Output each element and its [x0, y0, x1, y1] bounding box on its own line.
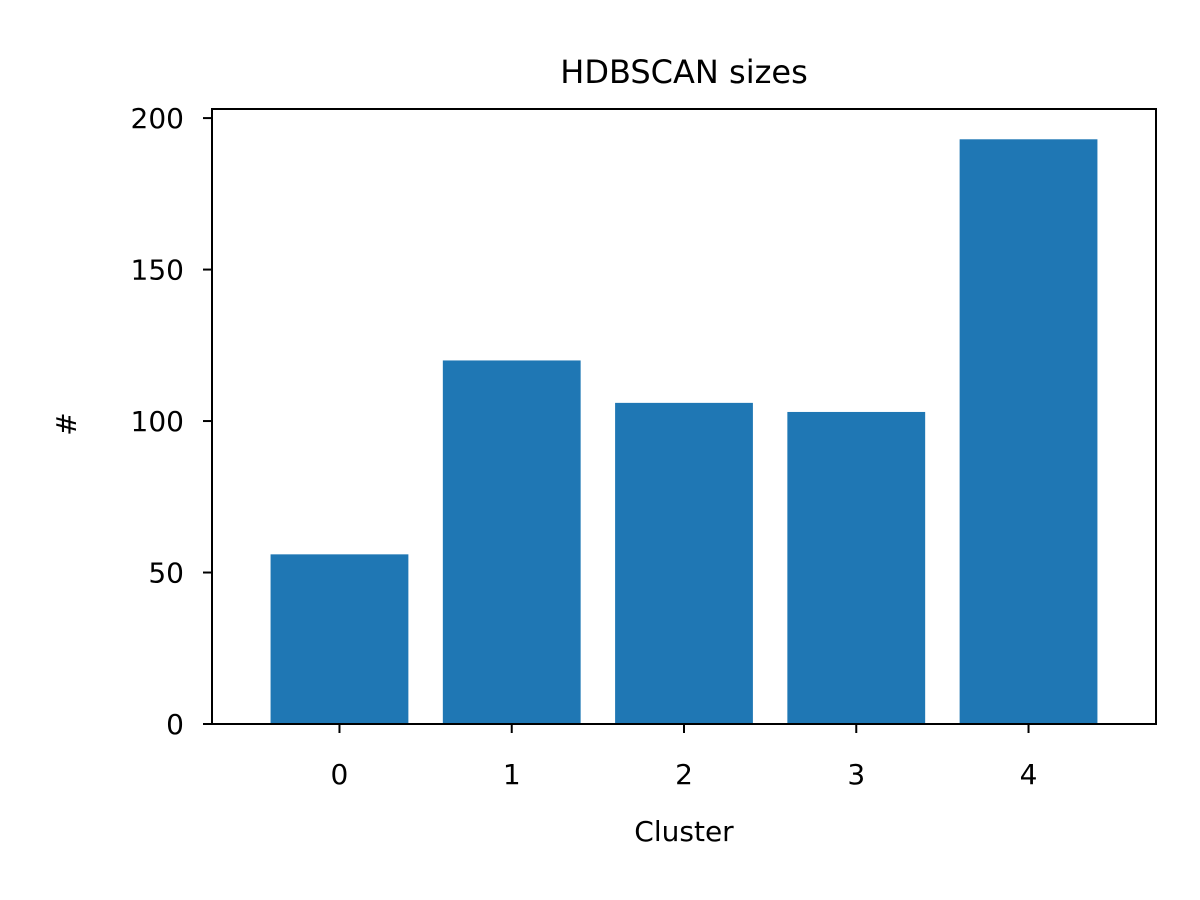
x-tick-label: 4 [1020, 758, 1038, 791]
bar-cluster-0 [270, 554, 409, 724]
x-ticks-group: 0 1 2 3 4 [331, 724, 1038, 791]
bar-cluster-1 [442, 360, 581, 724]
x-tick-label: 3 [847, 758, 865, 791]
y-tick-label: 0 [166, 708, 184, 741]
y-axis-label: # [50, 412, 83, 435]
x-axis-label: Cluster [634, 815, 734, 848]
bar-cluster-4 [959, 139, 1098, 725]
x-tick-label: 1 [503, 758, 521, 791]
y-tick-label: 150 [131, 254, 184, 287]
y-tick-label: 100 [131, 405, 184, 438]
plot-frame [211, 108, 1157, 725]
bars-group [270, 139, 1098, 725]
y-tick-label: 200 [131, 102, 184, 135]
chart-title: HDBSCAN sizes [560, 53, 807, 91]
y-ticks-group: 0 50 100 150 200 [131, 102, 212, 741]
x-tick-label: 2 [675, 758, 693, 791]
bar-cluster-3 [787, 411, 926, 724]
y-tick-label: 50 [148, 557, 184, 590]
x-tick-label: 0 [331, 758, 349, 791]
bar-cluster-2 [615, 402, 753, 724]
